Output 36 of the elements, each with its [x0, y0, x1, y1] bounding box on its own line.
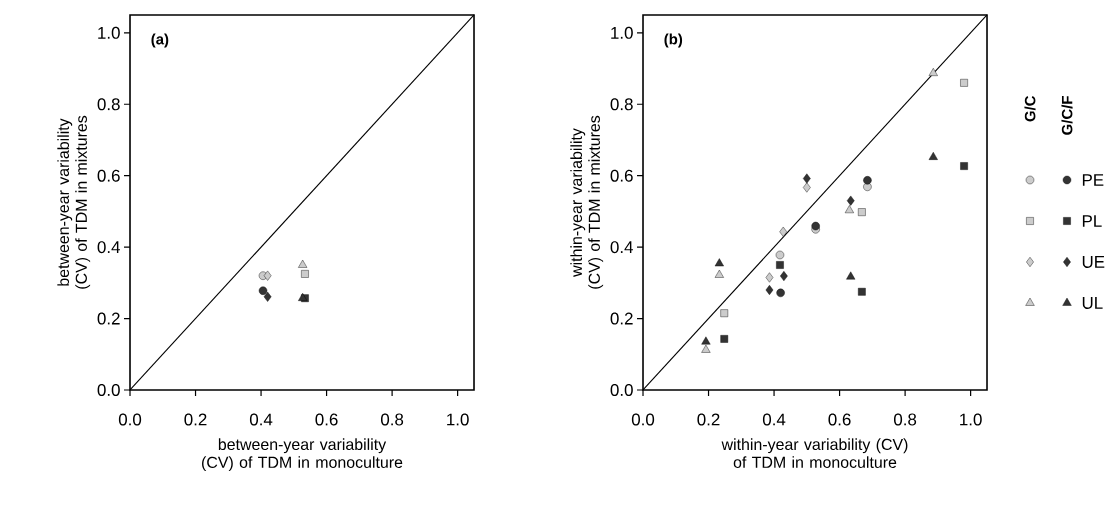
- y-tick-label: 0.0: [97, 383, 120, 396]
- x-tick-label: 0.2: [184, 413, 207, 426]
- y-tick-label: 0.4: [97, 241, 120, 254]
- y-tick-label: 0.0: [610, 383, 633, 396]
- x-tick-label: 1.0: [960, 413, 982, 426]
- y-axis-title: within-year variability (CV) of TDM in mixtures: [570, 115, 604, 289]
- x-tick-label: 1.0: [447, 413, 469, 426]
- x-tick-label: 0.8: [380, 413, 404, 426]
- x-tick-label: 0.4: [249, 413, 273, 426]
- y-tick-label: 0.6: [610, 169, 633, 182]
- text: (b): [664, 33, 683, 48]
- x-tick-label: 0.8: [893, 413, 917, 426]
- x-tick-label: 0.6: [828, 413, 851, 426]
- text: (a): [151, 33, 169, 48]
- y-tick-label: 0.4: [610, 241, 633, 254]
- legend-label: PL: [1082, 215, 1102, 227]
- x-tick-label: 0.0: [631, 413, 655, 426]
- legend-label: UL: [1082, 297, 1103, 309]
- x-tick-label: 0.0: [118, 413, 142, 426]
- y-tick-label: 0.2: [610, 312, 633, 325]
- x-axis-title: within-year variability (CV) of TDM in monoculture: [721, 438, 908, 468]
- y-axis-title: between-year variability (CV) of TDM in mixtures: [57, 115, 91, 289]
- legend-label: PE: [1082, 174, 1104, 186]
- y-tick-label: 0.2: [97, 312, 120, 325]
- y-tick-label: 0.8: [97, 98, 120, 111]
- legend-label: UE: [1082, 256, 1105, 268]
- x-tick-label: 0.4: [762, 413, 786, 426]
- text: G/C: [1024, 95, 1036, 122]
- y-tick-label: 0.8: [610, 98, 633, 111]
- y-tick-label: 0.6: [97, 169, 120, 182]
- text: G/C/F: [1061, 96, 1073, 135]
- x-axis-title: between-year variability (CV) of TDM in monoculture: [202, 438, 403, 472]
- y-tick-label: 1.0: [98, 26, 120, 39]
- x-tick-label: 0.2: [697, 413, 720, 426]
- x-tick-label: 0.6: [315, 413, 338, 426]
- y-tick-label: 1.0: [611, 26, 633, 39]
